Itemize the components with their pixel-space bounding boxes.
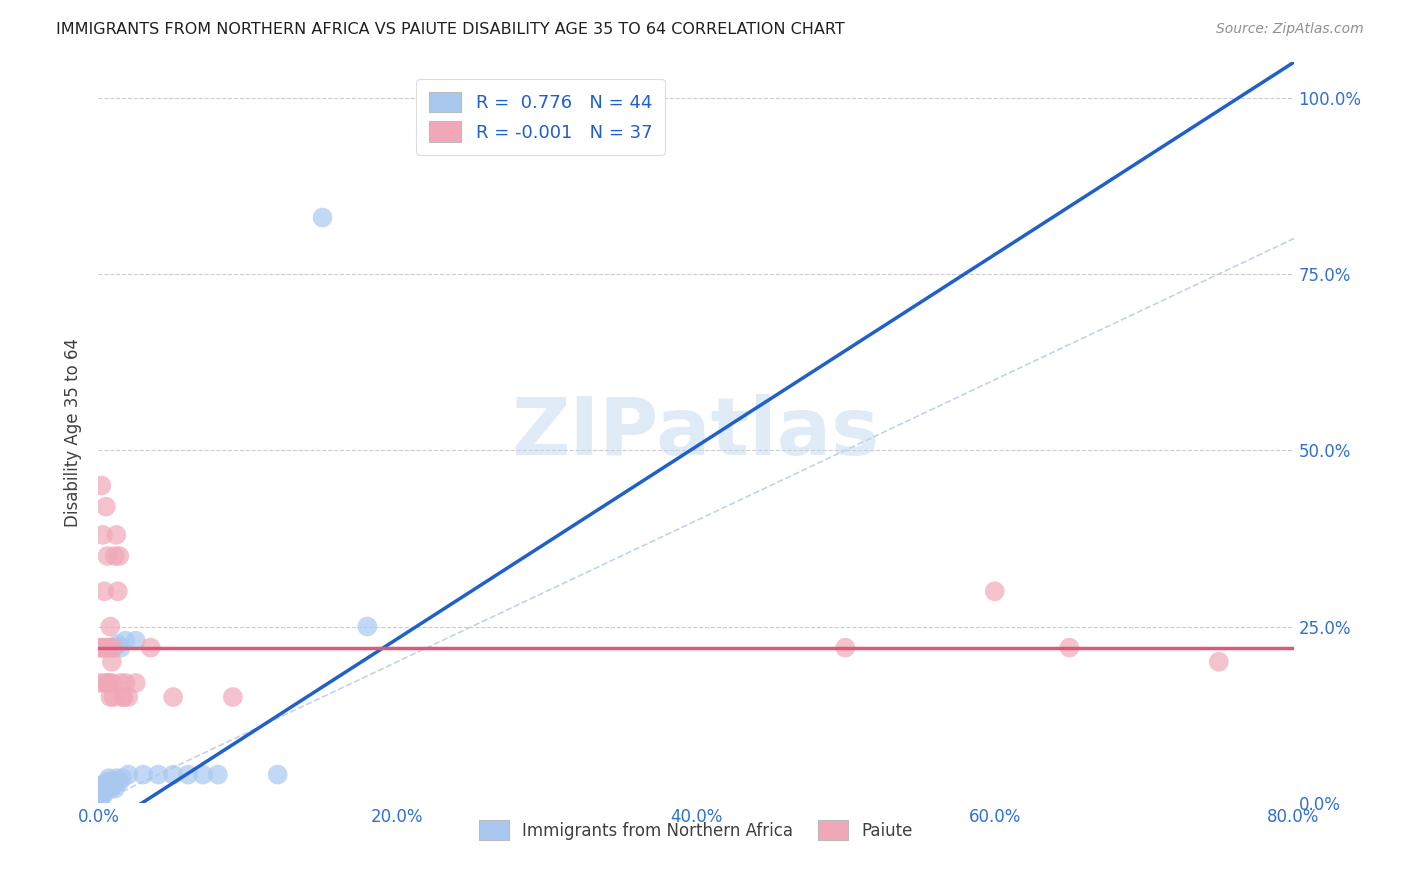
Point bbox=[108, 549, 131, 563]
Point bbox=[103, 690, 125, 704]
Point bbox=[114, 633, 136, 648]
Point bbox=[93, 781, 115, 796]
Point bbox=[89, 640, 111, 655]
Point bbox=[93, 785, 115, 799]
Point bbox=[98, 690, 122, 704]
Point bbox=[96, 676, 118, 690]
Point bbox=[101, 655, 124, 669]
Point bbox=[105, 528, 128, 542]
Point bbox=[1059, 640, 1081, 655]
Point bbox=[984, 584, 1007, 599]
Point bbox=[90, 785, 112, 799]
Point bbox=[132, 767, 155, 781]
Point bbox=[267, 767, 290, 781]
Point bbox=[191, 767, 214, 781]
Point bbox=[90, 478, 112, 492]
Point bbox=[90, 640, 112, 655]
Point bbox=[93, 676, 115, 690]
Point bbox=[162, 767, 184, 781]
Point bbox=[91, 781, 114, 796]
Point bbox=[311, 211, 333, 225]
Point bbox=[834, 640, 856, 655]
Point bbox=[91, 528, 114, 542]
Point bbox=[94, 778, 117, 792]
Point bbox=[98, 781, 122, 796]
Point bbox=[89, 789, 111, 803]
Point bbox=[90, 789, 112, 803]
Point bbox=[117, 767, 139, 781]
Point bbox=[91, 789, 114, 803]
Point bbox=[96, 781, 118, 796]
Point bbox=[94, 500, 117, 514]
Point bbox=[107, 637, 129, 651]
Point bbox=[89, 789, 111, 803]
Point bbox=[105, 771, 128, 785]
Text: ZIPatlas: ZIPatlas bbox=[512, 393, 880, 472]
Point bbox=[98, 619, 122, 633]
Text: IMMIGRANTS FROM NORTHERN AFRICA VS PAIUTE DISABILITY AGE 35 TO 64 CORRELATION CH: IMMIGRANTS FROM NORTHERN AFRICA VS PAIUT… bbox=[56, 22, 845, 37]
Point bbox=[97, 771, 120, 785]
Point bbox=[103, 640, 125, 655]
Point bbox=[89, 676, 111, 690]
Point bbox=[125, 633, 148, 648]
Point bbox=[94, 781, 117, 796]
Point bbox=[101, 774, 124, 789]
Point bbox=[103, 640, 125, 655]
Point bbox=[207, 767, 229, 781]
Point bbox=[90, 781, 112, 796]
Point bbox=[96, 774, 118, 789]
Point bbox=[111, 771, 134, 785]
Point bbox=[177, 767, 200, 781]
Point bbox=[108, 774, 131, 789]
Point bbox=[103, 778, 125, 792]
Point bbox=[111, 690, 134, 704]
Point bbox=[104, 781, 127, 796]
Point bbox=[222, 690, 245, 704]
Point bbox=[89, 781, 111, 796]
Point bbox=[125, 676, 148, 690]
Point bbox=[93, 778, 115, 792]
Text: Source: ZipAtlas.com: Source: ZipAtlas.com bbox=[1216, 22, 1364, 37]
Point bbox=[97, 640, 120, 655]
Point bbox=[112, 690, 135, 704]
Point bbox=[1208, 655, 1230, 669]
Point bbox=[148, 767, 170, 781]
Point bbox=[96, 549, 118, 563]
Point bbox=[101, 676, 124, 690]
Point bbox=[93, 584, 115, 599]
Point bbox=[139, 640, 162, 655]
Point bbox=[114, 676, 136, 690]
Y-axis label: Disability Age 35 to 64: Disability Age 35 to 64 bbox=[65, 338, 83, 527]
Point bbox=[94, 640, 117, 655]
Point bbox=[104, 549, 127, 563]
Point bbox=[110, 676, 132, 690]
Point bbox=[90, 778, 112, 792]
Point bbox=[162, 690, 184, 704]
Legend: Immigrants from Northern Africa, Paiute: Immigrants from Northern Africa, Paiute bbox=[472, 814, 920, 847]
Point bbox=[107, 584, 129, 599]
Point bbox=[97, 778, 120, 792]
Point bbox=[97, 676, 120, 690]
Point bbox=[110, 640, 132, 655]
Point bbox=[117, 690, 139, 704]
Point bbox=[356, 619, 378, 633]
Point bbox=[91, 785, 114, 799]
Point bbox=[89, 785, 111, 799]
Point bbox=[98, 640, 122, 655]
Point bbox=[91, 640, 114, 655]
Point bbox=[91, 778, 114, 792]
